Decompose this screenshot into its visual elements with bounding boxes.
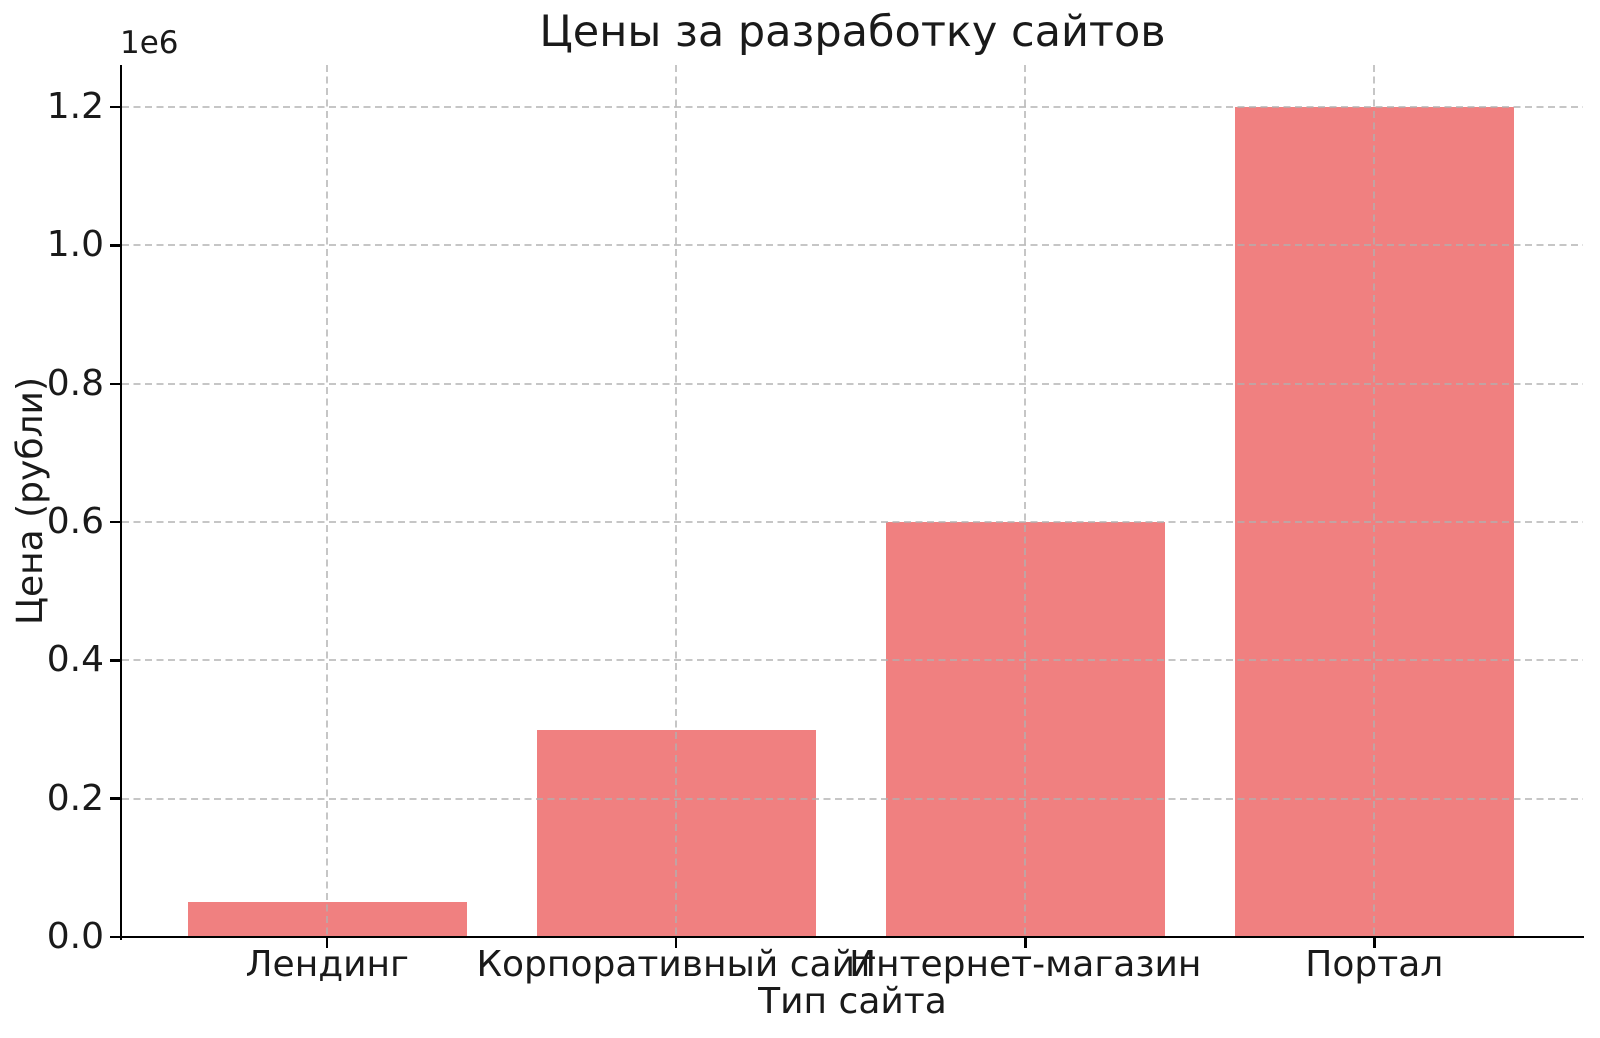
gridline-horizontal	[122, 521, 1583, 524]
y-tick-label: 0.0	[46, 916, 104, 957]
y-axis-spine	[119, 65, 122, 940]
y-tick-label: 0.2	[46, 777, 104, 819]
y-tick-mark	[109, 520, 120, 524]
x-tick-label: Корпоративный сайт	[476, 944, 876, 985]
y-tick-label: 0.6	[46, 501, 104, 543]
x-tick-mark	[1024, 938, 1027, 948]
y-tick-mark	[109, 382, 120, 386]
gridline-vertical	[1024, 65, 1027, 937]
y-tick-mark	[109, 659, 120, 662]
x-tick-mark	[325, 938, 329, 948]
y-tick-mark	[109, 244, 120, 247]
x-tick-mark	[1373, 938, 1376, 948]
x-axis-spine	[119, 935, 1584, 938]
x-tick-label: Портал	[1305, 944, 1444, 985]
gridline-horizontal	[122, 244, 1583, 247]
y-tick-label: 0.4	[46, 639, 104, 681]
chart-title: Цены за разработку сайтов	[539, 7, 1166, 57]
grid-layer	[122, 65, 1583, 937]
plot-area	[122, 65, 1583, 937]
gridline-horizontal	[122, 106, 1583, 109]
gridline-vertical	[675, 65, 678, 937]
x-tick-mark	[674, 938, 678, 948]
y-axis-offset-label: 1e6	[120, 25, 179, 61]
y-tick-label: 1.0	[46, 224, 104, 266]
gridline-vertical	[1373, 65, 1376, 937]
y-tick-label: 0.8	[46, 362, 104, 404]
x-tick-label: Лендинг	[245, 944, 409, 985]
gridline-vertical	[326, 65, 329, 937]
y-tick-label: 1.2	[46, 86, 104, 128]
x-tick-label: Интернет-магазин	[849, 944, 1202, 985]
y-tick-mark	[109, 105, 120, 109]
y-tick-mark	[109, 797, 120, 800]
y-tick-mark	[109, 935, 120, 939]
gridline-horizontal	[122, 659, 1583, 662]
gridline-horizontal	[122, 797, 1583, 800]
gridline-horizontal	[122, 382, 1583, 385]
x-axis-label: Тип сайта	[758, 981, 947, 1022]
